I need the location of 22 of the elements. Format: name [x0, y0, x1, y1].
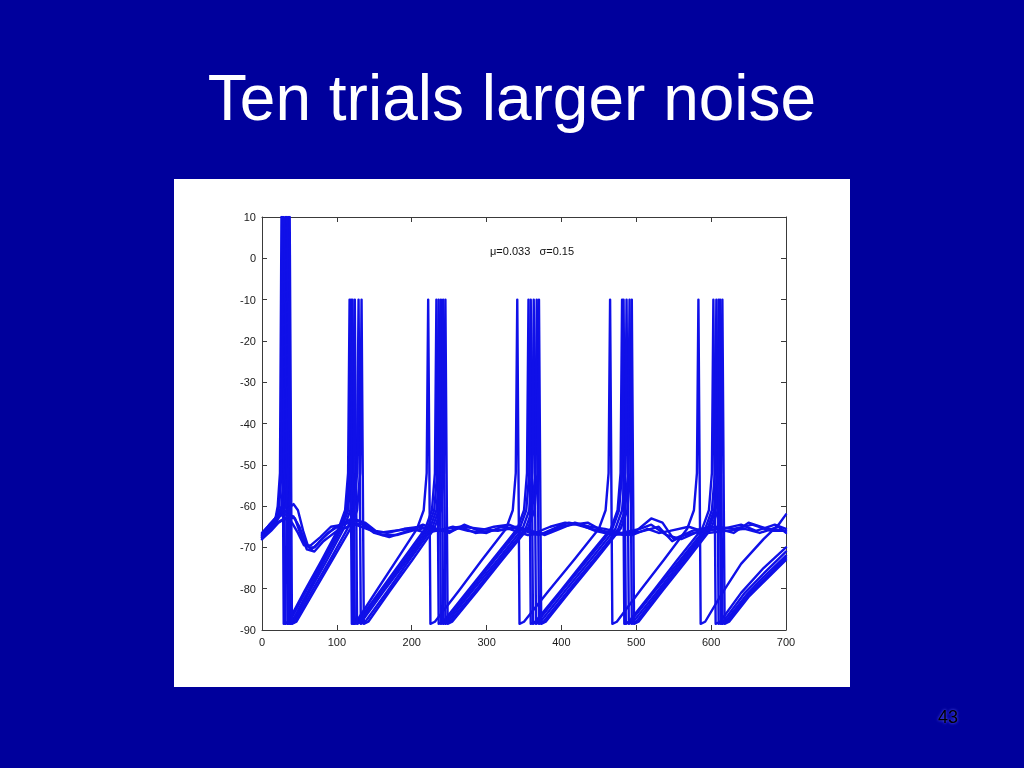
- x-tick-label: 0: [258, 635, 266, 648]
- x-tick-label: 600: [701, 635, 721, 648]
- y-tick-label: -10: [240, 293, 256, 306]
- y-tick-label: -70: [240, 541, 256, 554]
- y-tick-label: 0: [249, 252, 256, 265]
- chart-title: Ten trials larger noise: [206, 62, 818, 134]
- x-tick-label: 400: [552, 635, 571, 648]
- x-tick-label: 300: [477, 635, 496, 648]
- y-tick-label: -20: [240, 334, 256, 347]
- annotation: μ=0.033 σ=0.15: [490, 244, 575, 257]
- y-tick-label: -30: [240, 376, 256, 389]
- x-tick-label: 700: [776, 635, 796, 648]
- y-tick-label: -40: [240, 417, 256, 430]
- x-tick-label: 500: [627, 635, 646, 648]
- text: 43: [938, 707, 959, 727]
- x-tick-label: 100: [327, 635, 347, 648]
- y-tick-label: -80: [240, 582, 256, 595]
- y-tick-label: -50: [240, 458, 256, 471]
- y-tick-label: -60: [240, 500, 256, 513]
- y-tick-label: 10: [243, 211, 256, 223]
- x-tick-label: 200: [402, 635, 421, 648]
- y-tick-label: -90: [240, 624, 256, 636]
